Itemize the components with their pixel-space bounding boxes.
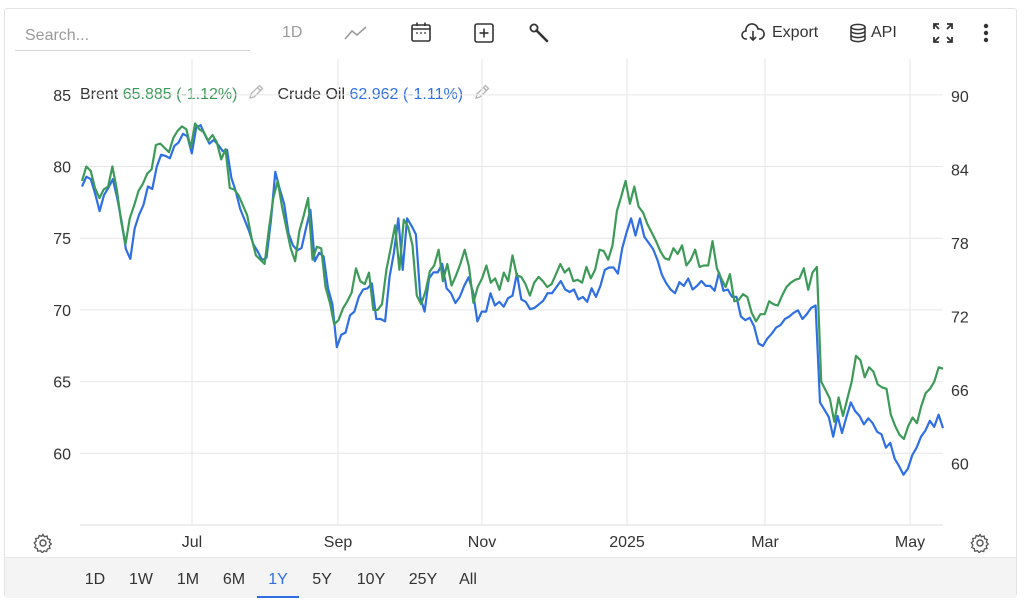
chart-legend: Brent 65.885 (-1.12%) Crude Oil 62.962 (… xyxy=(80,83,503,106)
y-left-tick-label: 80 xyxy=(53,160,71,177)
more-vertical-icon[interactable] xyxy=(977,20,995,46)
brent-series-line xyxy=(80,122,944,441)
y-right-tick-label: 78 xyxy=(951,236,969,253)
y-left-tick-label: 65 xyxy=(53,375,71,392)
y-left-tick-label: 60 xyxy=(53,446,71,463)
y-left-tick-label: 75 xyxy=(53,231,71,248)
range-5y-button[interactable]: 5Y xyxy=(312,571,332,588)
x-tick-label: Sep xyxy=(324,534,353,551)
calendar-icon[interactable] xyxy=(408,19,434,45)
range-25y-button[interactable]: 25Y xyxy=(408,571,438,588)
y-right-tick-label: 90 xyxy=(951,89,969,106)
range-1y-button[interactable]: 1Y xyxy=(257,558,299,598)
database-icon[interactable] xyxy=(848,21,868,45)
y-right-tick-label: 84 xyxy=(951,162,969,179)
fullscreen-icon[interactable] xyxy=(930,20,956,46)
legend-crude-name: Crude Oil xyxy=(277,85,346,103)
price-chart[interactable]: 85 80 75 70 65 60 90 84 78 72 66 60 Jul Sep Nov 2025 Mar… xyxy=(5,9,1016,557)
chart-widget: 1D Export API Brent 65.885 (-1.12%) xyxy=(4,8,1017,598)
y-left-tick-label: 70 xyxy=(53,303,71,320)
range-1d-button[interactable]: 1D xyxy=(84,571,106,588)
x-tick-label: Jul xyxy=(182,534,202,551)
y-right-tick-label: 72 xyxy=(951,310,969,327)
add-indicator-icon[interactable] xyxy=(471,20,497,46)
y-right-tick-label: 66 xyxy=(951,383,969,400)
x-tick-label: May xyxy=(895,534,925,551)
legend-brent-name: Brent xyxy=(80,85,119,103)
left-axis-settings-gear-icon[interactable] xyxy=(33,533,53,558)
legend-brent-value: 65.885 (-1.12%) xyxy=(122,85,238,103)
interval-selector[interactable]: 1D xyxy=(282,24,303,41)
y-left-tick-label: 85 xyxy=(53,88,71,105)
range-1w-button[interactable]: 1W xyxy=(129,571,153,588)
range-all-button[interactable]: All xyxy=(459,571,477,588)
export-button[interactable]: Export xyxy=(772,24,819,41)
chart-toolbar: 1D Export API xyxy=(5,9,1016,59)
cloud-download-icon[interactable] xyxy=(740,21,766,45)
y-right-tick-label: 60 xyxy=(951,457,969,474)
x-tick-label: 2025 xyxy=(609,534,645,551)
legend-crude-value: 62.962 (-1.11%) xyxy=(349,85,464,103)
symbol-search-input[interactable] xyxy=(15,21,250,51)
api-button[interactable]: API xyxy=(871,24,897,41)
line-chart-icon[interactable] xyxy=(343,21,369,45)
x-tick-label: Mar xyxy=(751,534,779,551)
range-10y-button[interactable]: 10Y xyxy=(356,571,386,588)
right-axis-settings-gear-icon[interactable] xyxy=(970,533,990,558)
range-6m-button[interactable]: 6M xyxy=(222,571,246,588)
range-1m-button[interactable]: 1M xyxy=(176,571,200,588)
crude-oil-series-line xyxy=(80,124,945,476)
time-range-bar: 1D 1W 1M 6M 1Y 5Y 10Y 25Y All xyxy=(5,557,1016,598)
wrench-icon[interactable] xyxy=(526,20,552,46)
x-tick-label: Nov xyxy=(468,534,496,551)
